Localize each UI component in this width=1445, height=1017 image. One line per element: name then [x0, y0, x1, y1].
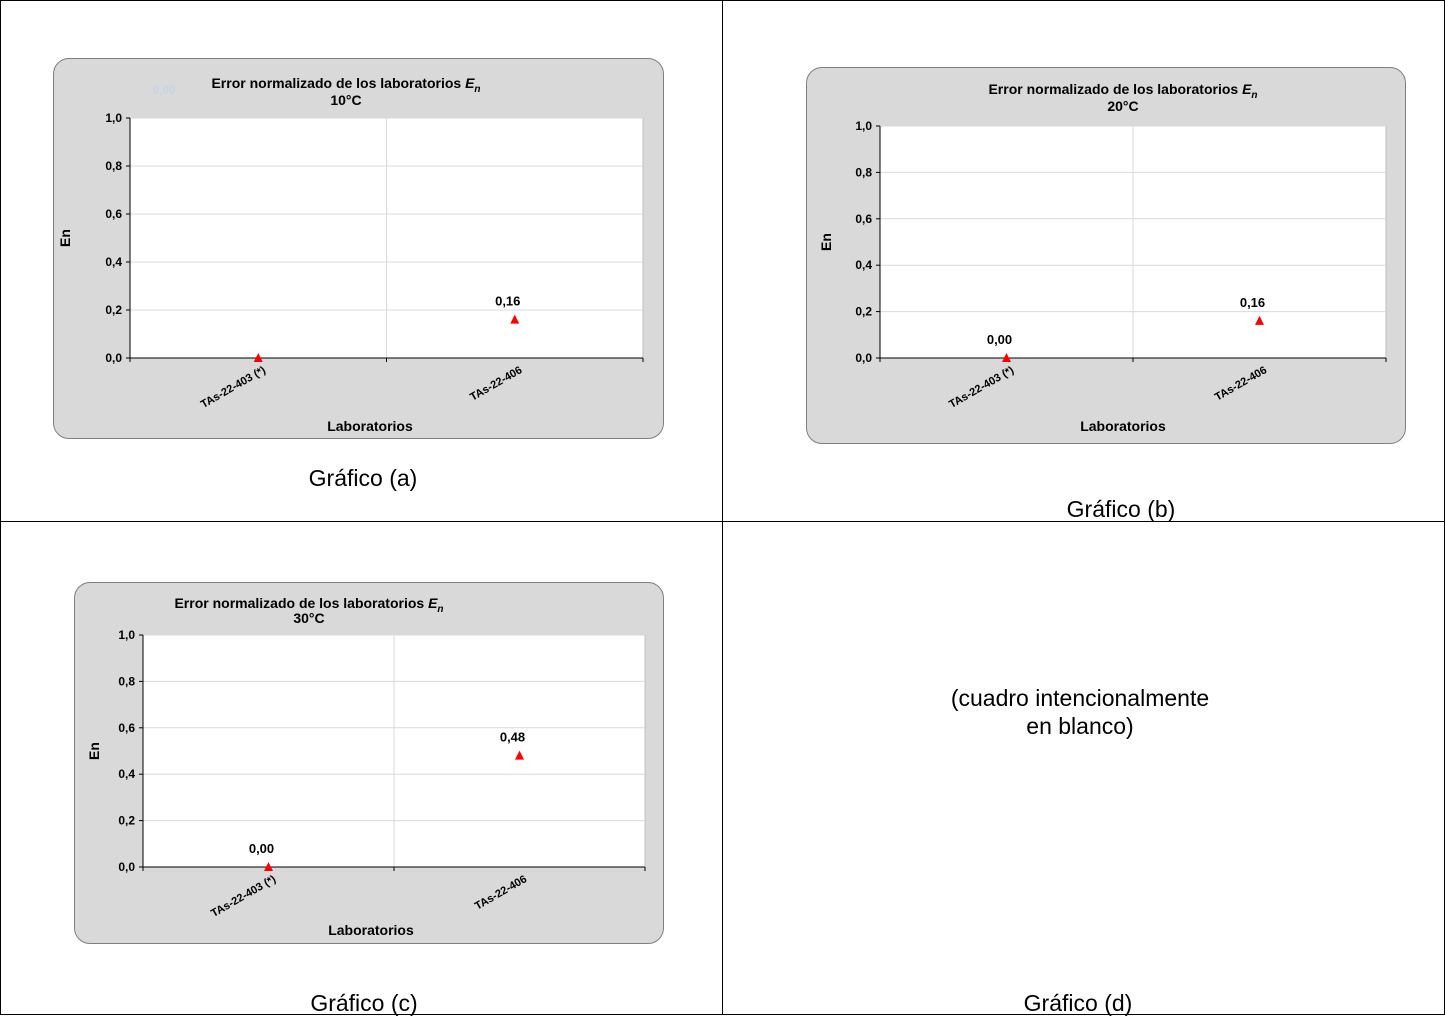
data-point-marker	[1002, 353, 1011, 362]
chart-title-variable: E	[465, 75, 475, 91]
chart-subtitle: 20°C	[1107, 98, 1138, 114]
chart-title: Error normalizado de los laboratorios En	[211, 75, 480, 95]
y-tick-label: 0,2	[105, 303, 122, 317]
table-column-divider	[722, 0, 723, 1015]
y-tick-label: 0,4	[105, 255, 122, 269]
data-point-marker	[510, 314, 520, 324]
chart-title-variable: E	[428, 595, 438, 611]
caption-d: Gráfico (d)	[1023, 990, 1133, 1016]
x-axis-title: Laboratorios	[327, 418, 413, 434]
chart-a-panel: Error normalizado de los laboratorios En…	[53, 58, 664, 439]
chart-b-panel: Error normalizado de los laboratorios En…	[806, 67, 1406, 444]
chart-title-text: Error normalizado de los laboratorios	[988, 81, 1242, 97]
y-tick-label: 0,8	[105, 159, 122, 173]
data-label: 0,00	[249, 841, 274, 856]
x-axis-title: Laboratorios	[328, 922, 414, 938]
blank-note-line2: en blanco)	[1026, 713, 1134, 739]
y-tick-label: 0,2	[118, 814, 135, 828]
y-tick-label: 0,8	[118, 674, 135, 688]
y-tick-label: 0,8	[855, 165, 872, 179]
chart-title: Error normalizado de los laboratorios En	[988, 81, 1257, 101]
x-tick-label: TAs-22-406	[1213, 364, 1269, 403]
y-tick-label: 0,6	[118, 721, 135, 735]
x-tick-label: TAs-22-406	[473, 873, 529, 912]
y-axis-title: En	[57, 229, 73, 247]
data-label: 0,48	[500, 730, 525, 745]
y-tick-label: 0,4	[118, 767, 135, 781]
y-tick-label: 1,0	[855, 119, 872, 133]
chart-title-variable: E	[1242, 81, 1252, 97]
blank-note-line1: (cuadro intencionalmente	[950, 685, 1210, 711]
data-point-marker	[515, 750, 524, 760]
y-tick-label: 0,6	[855, 212, 872, 226]
data-label: 0,16	[495, 294, 520, 309]
y-tick-label: 1,0	[105, 111, 122, 125]
x-tick-label: TAs-22-403 (*)	[209, 873, 278, 920]
data-point-marker	[1255, 315, 1264, 325]
table-row-divider	[0, 521, 1445, 522]
caption-c: Gráfico (c)	[310, 990, 418, 1016]
chart-subtitle: 30°C	[293, 610, 324, 626]
chart-title-text: Error normalizado de los laboratorios	[211, 75, 465, 91]
data-point-marker	[253, 353, 263, 362]
x-axis-title: Laboratorios	[1080, 418, 1166, 434]
chart-a-svg: Error normalizado de los laboratorios En…	[57, 75, 644, 434]
data-point-marker	[264, 862, 273, 871]
blank-cell-note: (cuadro intencionalmente en blanco)	[880, 684, 1280, 740]
y-tick-label: 0,4	[855, 258, 872, 272]
y-tick-label: 0,0	[105, 351, 122, 365]
data-label: 0,00	[987, 332, 1012, 347]
caption-b: Gráfico (b)	[1066, 496, 1176, 522]
x-tick-label: TAs-22-403 (*)	[947, 364, 1016, 411]
y-tick-label: 0,6	[105, 207, 122, 221]
chart-c-panel: Error normalizado de los laboratorios En…	[74, 582, 664, 944]
data-label: 0,16	[1240, 295, 1265, 310]
chart-title-text: Error normalizado de los laboratorios	[174, 595, 428, 611]
chart-subtitle: 10°C	[330, 92, 361, 108]
chart-title-subscript: n	[1251, 90, 1257, 101]
y-axis-title: En	[818, 233, 834, 251]
y-tick-label: 0,0	[855, 351, 872, 365]
chart-title-subscript: n	[474, 84, 480, 95]
chart-b-svg: Error normalizado de los laboratorios En…	[818, 81, 1387, 434]
x-tick-label: TAs-22-403 (*)	[199, 364, 268, 411]
x-tick-label: TAs-22-406	[468, 364, 524, 403]
chart-title: Error normalizado de los laboratorios En	[174, 595, 443, 615]
y-tick-label: 1,0	[118, 628, 135, 642]
faint-label: 0,00	[152, 83, 176, 97]
chart-c-svg: Error normalizado de los laboratorios En…	[86, 595, 646, 938]
chart-title-subscript: n	[437, 604, 443, 615]
y-tick-label: 0,0	[118, 860, 135, 874]
y-tick-label: 0,2	[855, 305, 872, 319]
caption-a: Gráfico (a)	[308, 465, 418, 491]
y-axis-title: En	[86, 742, 102, 760]
